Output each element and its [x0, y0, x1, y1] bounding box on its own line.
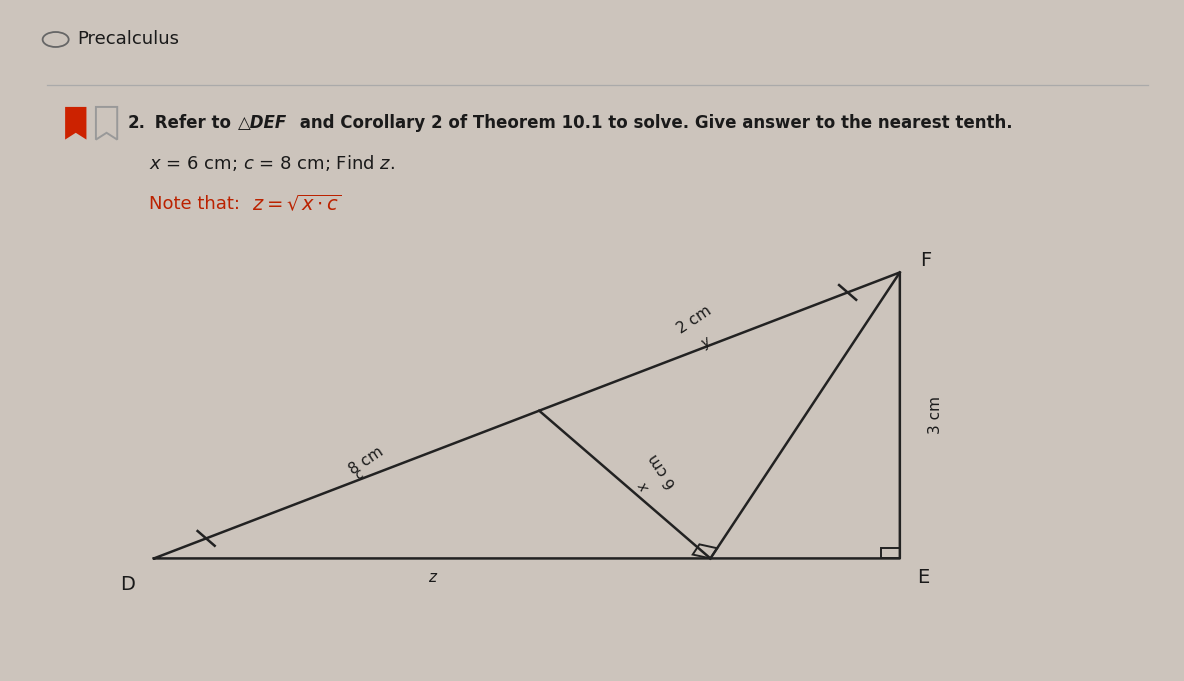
Text: x: x [636, 480, 652, 494]
Text: △DEF: △DEF [238, 114, 288, 131]
Text: Note that:: Note that: [149, 195, 246, 213]
Text: 6 cm: 6 cm [645, 450, 678, 490]
Text: F: F [920, 251, 932, 270]
Text: y: y [699, 334, 714, 351]
Text: 2.: 2. [128, 114, 146, 131]
Text: Refer to: Refer to [149, 114, 237, 131]
Text: $x$ = 6 cm; $c$ = 8 cm; Find $z$.: $x$ = 6 cm; $c$ = 8 cm; Find $z$. [149, 153, 395, 174]
Text: and Corollary 2 of Theorem 10.1 to solve. Give answer to the nearest tenth.: and Corollary 2 of Theorem 10.1 to solve… [294, 114, 1012, 131]
Text: Precalculus: Precalculus [77, 31, 179, 48]
Text: E: E [918, 568, 929, 587]
Polygon shape [65, 107, 86, 140]
Text: 3 cm: 3 cm [928, 396, 942, 434]
Text: c: c [352, 466, 366, 482]
Text: D: D [121, 575, 135, 594]
Text: 8 cm: 8 cm [347, 444, 386, 477]
Text: $z = \sqrt{x \cdot c}$: $z = \sqrt{x \cdot c}$ [252, 194, 342, 215]
Text: 2 cm: 2 cm [675, 303, 714, 337]
Text: z: z [429, 570, 436, 585]
Bar [881, 548, 900, 558]
